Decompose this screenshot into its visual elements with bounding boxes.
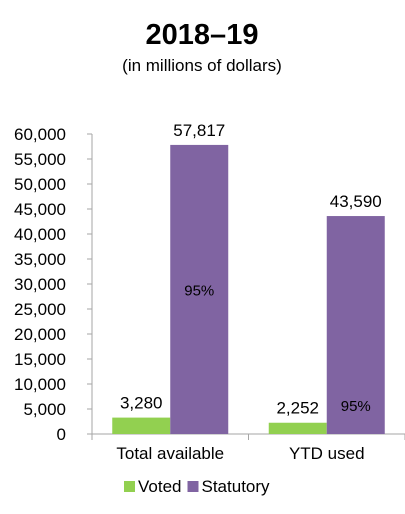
y-tick-label: 0 [57, 425, 66, 444]
bars [112, 144, 385, 435]
y-tick-label: 30,000 [14, 275, 66, 294]
axes: 0 5,000 10,000 15,000 20,000 25,000 30,000 35,0… [14, 125, 405, 463]
chart-subtitle: (in millions of dollars) [122, 56, 282, 75]
legend-swatch-voted [124, 481, 135, 492]
legend: Voted Statutory [124, 477, 270, 496]
y-tick-label: 15,000 [14, 350, 66, 369]
x-category-label: YTD used [289, 444, 365, 463]
y-tick-label: 10,000 [14, 375, 66, 394]
legend-swatch-statutory [187, 481, 199, 492]
legend-label-voted: Voted [138, 477, 182, 496]
y-tick-label: 50,000 [14, 175, 66, 194]
percentage-label: 95% [341, 398, 371, 415]
y-tick-label: 25,000 [14, 300, 66, 319]
y-tick-label: 5,000 [23, 400, 66, 419]
bar-voted-1 [268, 422, 327, 434]
y-tick-label: 45,000 [14, 200, 66, 219]
x-category-label: Total available [116, 444, 224, 463]
data-label: 2,252 [276, 399, 319, 418]
data-labels: 3,280 57,817 2,252 43,590 95% 95% [120, 121, 382, 418]
bar-voted-0 [112, 417, 171, 434]
y-tick-label: 40,000 [14, 225, 66, 244]
chart-title: 2018–19 [146, 19, 259, 51]
percentage-label: 95% [184, 282, 214, 299]
bar-statutory-1 [326, 216, 385, 434]
bar-statutory-0 [170, 144, 229, 435]
y-tick-label: 20,000 [14, 325, 66, 344]
y-tick-label: 35,000 [14, 250, 66, 269]
data-label: 57,817 [173, 121, 225, 140]
y-tick-label: 60,000 [14, 125, 66, 144]
data-label: 3,280 [120, 394, 163, 413]
data-label: 43,590 [330, 192, 382, 211]
y-tick-label: 55,000 [14, 150, 66, 169]
legend-label-statutory: Statutory [202, 477, 271, 496]
